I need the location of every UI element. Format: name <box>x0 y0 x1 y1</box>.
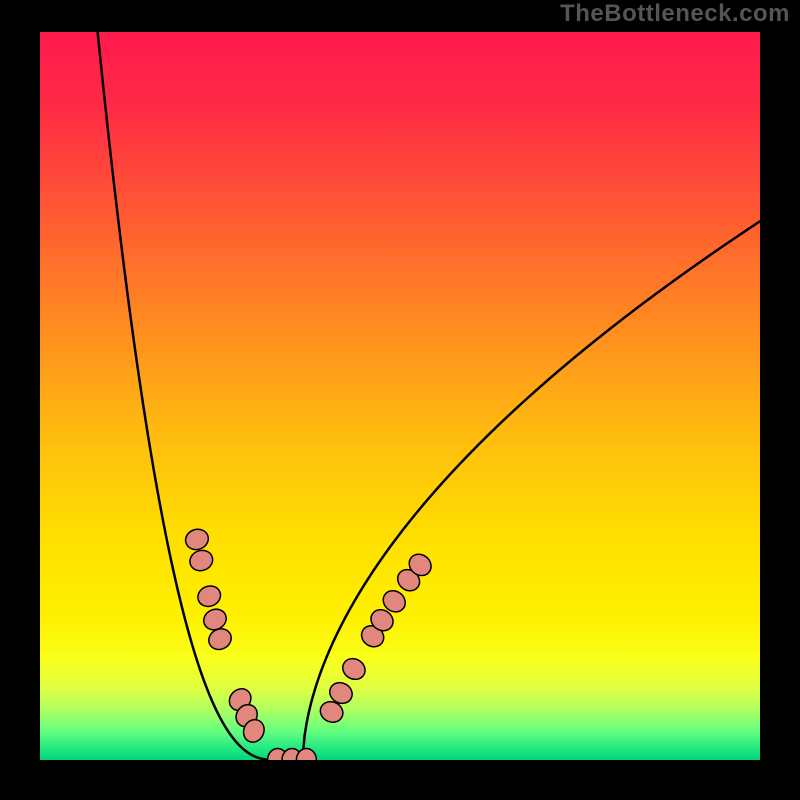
plot-background <box>40 32 760 760</box>
watermark-text: TheBottleneck.com <box>560 0 790 28</box>
plot-svg <box>40 32 760 760</box>
chart-container: TheBottleneck.com <box>0 0 800 800</box>
plot-area <box>40 32 760 760</box>
